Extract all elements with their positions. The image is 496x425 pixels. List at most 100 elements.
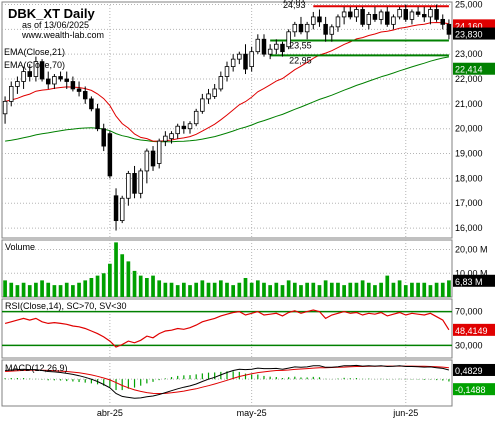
candle-body	[15, 81, 20, 87]
candle-body	[150, 150, 156, 167]
volume-bar	[58, 285, 63, 297]
volume-bar	[379, 282, 383, 297]
volume-bar	[138, 275, 143, 297]
rsi-label: RSI(Close,14), SC>70, SV<30	[5, 301, 127, 311]
candle-body	[52, 76, 57, 85]
rsi-tick-label: 70,000	[455, 307, 483, 317]
volume-bar	[348, 282, 353, 297]
candle-body	[354, 9, 359, 18]
x-tick-label: jun-25	[392, 408, 418, 418]
volume-bar	[40, 280, 44, 297]
volume-bar	[410, 282, 414, 297]
candle-body	[218, 76, 224, 90]
volume-bar	[434, 282, 439, 297]
candle-body	[249, 51, 254, 67]
volume-bar	[354, 282, 359, 297]
candle-body	[335, 16, 341, 28]
volume-bar	[46, 282, 51, 297]
chart-title: DBK_XT Daily	[8, 6, 95, 21]
candle-body	[70, 81, 76, 90]
candle-body	[119, 197, 125, 222]
candle-body	[144, 150, 150, 172]
volume-bar	[336, 282, 340, 297]
volume-bar	[169, 282, 174, 297]
volume-label: Volume	[5, 242, 35, 252]
volume-bar	[145, 278, 149, 297]
candle-body	[243, 53, 248, 70]
volume-bar	[440, 282, 445, 297]
volume-bar	[237, 282, 242, 297]
volume-badge-bg	[453, 274, 495, 287]
candle-body	[64, 78, 69, 82]
candle-body	[95, 108, 100, 130]
candle-body	[212, 88, 217, 97]
volume-bar	[249, 282, 254, 297]
level-label: 23,55	[289, 41, 312, 51]
volume-bar	[416, 282, 420, 297]
candle-body	[446, 23, 452, 35]
volume-bar	[175, 285, 180, 297]
volume-bar	[52, 285, 57, 297]
candle-body	[187, 123, 193, 130]
volume-bar	[157, 280, 162, 297]
candle-body	[280, 43, 285, 53]
candle-body	[169, 133, 174, 140]
volume-bar	[101, 273, 106, 297]
candle-body	[76, 88, 82, 92]
candle-body	[230, 58, 236, 67]
legend-ema70: EMA(Close,70)	[4, 60, 65, 70]
volume-bar	[108, 263, 112, 297]
chart-subtitle: as of 13/06/2025	[22, 20, 89, 30]
chart-source: www.wealth-lab.com	[21, 30, 104, 40]
volume-bar	[231, 285, 236, 297]
macd-badge: 0,4829	[455, 366, 483, 376]
candle-body	[156, 140, 162, 164]
y-tick-label: 22,000	[455, 74, 483, 84]
candle-body	[138, 170, 143, 194]
volume-bar	[286, 280, 291, 297]
volume-bar	[225, 282, 229, 297]
candle-body	[323, 23, 328, 35]
volume-bar	[34, 282, 38, 297]
candle-body	[175, 125, 180, 135]
volume-bar	[373, 285, 377, 297]
volume-bar	[126, 261, 131, 297]
rsi-badge: 48,4149	[455, 326, 488, 336]
volume-bar	[366, 282, 371, 297]
volume-bar	[323, 280, 328, 297]
candle-body	[372, 14, 378, 20]
ema70-badge-bg	[453, 62, 495, 75]
volume-bar	[89, 278, 94, 297]
volume-bar	[188, 285, 192, 297]
candle-body	[267, 48, 273, 55]
macd-badge-bg	[453, 363, 495, 376]
candle-body	[341, 11, 347, 18]
candle-body	[391, 16, 396, 25]
volume-bar	[218, 280, 223, 297]
volume-bar	[95, 275, 100, 297]
candle-body	[298, 23, 304, 33]
volume-bar	[21, 282, 26, 297]
candle-body	[237, 53, 242, 60]
volume-bar	[403, 285, 408, 297]
candle-body	[126, 173, 131, 199]
candle-body	[82, 91, 88, 100]
candle-body	[385, 11, 390, 25]
candle-body	[428, 9, 433, 18]
y-tick-label: 19,000	[455, 149, 483, 159]
y-tick-label: 20,000	[455, 124, 483, 134]
candle-body	[403, 9, 409, 20]
volume-tick-label: 20,00 M	[455, 245, 488, 255]
candle-body	[193, 110, 199, 125]
volume-bar	[27, 285, 32, 297]
y-tick-label: 21,000	[455, 99, 483, 109]
volume-bar	[132, 270, 137, 297]
volume-bar	[311, 282, 316, 297]
volume-bar	[385, 275, 390, 297]
candle-body	[181, 125, 187, 130]
candle-body	[274, 43, 279, 50]
y-tick-label: 18,000	[455, 173, 483, 183]
ema70-badge: 22,414	[455, 65, 483, 75]
